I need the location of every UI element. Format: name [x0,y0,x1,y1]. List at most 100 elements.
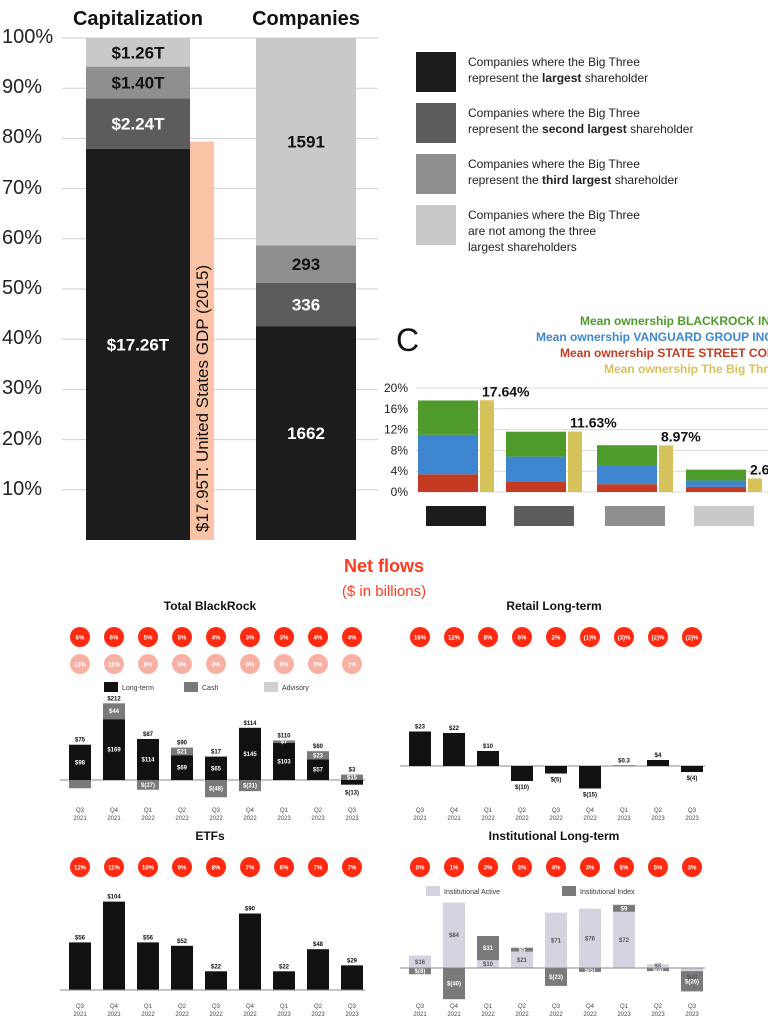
growth-bubble-label: (2)% [686,636,699,642]
panel-c-stack-segment [506,481,566,492]
year-tick-label: 2021 [73,816,87,822]
growth-bubble [342,627,362,647]
panel-c-category-swatch [426,506,486,526]
year-tick-label: 2022 [175,1012,189,1018]
growth-bubble-label: 8% [144,663,153,669]
year-tick-label: 2022 [515,1012,529,1018]
growth-bubble-label: 3% [212,663,221,669]
growth-bubble [682,627,702,647]
growth-bubble-label: 5% [178,663,187,669]
year-tick-label: 2023 [617,816,631,822]
panel-c-letter: C [396,322,420,358]
growth-bubble-label: 0% [314,663,323,669]
quarter-tick-label: Q4 [246,808,255,814]
year-tick-label: 2023 [277,1012,291,1018]
growth-bubble [546,627,566,647]
bar-legend-label: Institutional Active [444,889,500,896]
etf-bar [137,942,159,990]
total-value-label: $75 [75,738,86,744]
growth-bubble-label: 4% [348,636,357,642]
retail-bar [545,766,567,774]
year-tick-label: 2023 [345,816,359,822]
etf-value-label: $48 [313,942,324,948]
quarter-tick-label: Q2 [518,808,527,814]
quarter-tick-label: Q1 [280,1004,289,1010]
y-tick-label: 60% [2,226,43,249]
total-value-label: $80 [313,744,324,750]
quarter-tick-label: Q1 [484,1004,493,1010]
etf-bar [69,942,91,990]
year-tick-label: 2022 [549,816,563,822]
institutional-index-bar [443,968,465,1000]
stack-segment [86,98,190,149]
growth-bubble [104,654,124,674]
quarter-tick-label: Q4 [110,808,119,814]
growth-bubble-label: 3% [246,636,255,642]
etf-value-label: $29 [347,958,358,964]
year-tick-label: 2023 [311,1012,325,1018]
y-tick-label: 90% [2,76,43,99]
stack-value-label: $1.40T [112,73,166,92]
growth-bubble [580,857,600,877]
growth-bubble-label: 7% [314,866,323,872]
total-value-label: $3 [349,768,356,774]
etf-bar [239,913,261,990]
bar-legend-label: Cash [202,685,218,692]
growth-bubble-label: 0% [246,663,255,669]
institutional-active-label: $71 [551,938,562,944]
growth-bubble [614,627,634,647]
institutional-index-label: $(4) [653,968,664,974]
growth-bubble [512,857,532,877]
year-tick-label: 2022 [515,816,529,822]
growth-bubble [512,627,532,647]
y-tick-label: 40% [2,327,43,350]
quarter-tick-label: Q3 [212,808,221,814]
total-blackrock-chart: 6% 6% 5% 5% 4% 3% 3% 4% 4% 13% 11% 8% 5% 3% 0% 0% 0% 1% Lo… [60,627,365,822]
retail-value-label: $4 [655,753,662,759]
growth-bubble-label: 4% [552,866,561,872]
panel-c-bigthree-label: 2.6 [750,461,768,477]
institutional-index-label: $9 [621,906,628,912]
institutional-index-bar [511,947,533,952]
cash-value-label: $21 [177,749,188,755]
long-term-value-label: $65 [211,766,222,772]
institutional-index-bar [545,968,567,986]
long-term-value-label: $103 [277,759,291,765]
growth-bubble-label: 6% [110,636,119,642]
institutional-active-bar [511,951,533,968]
header-capitalization: Capitalization [72,8,203,30]
cash-value-label: $(27) [141,783,155,789]
quarter-tick-label: Q3 [76,1004,85,1010]
institutional-active-bar [579,908,601,968]
bar-legend-swatch [264,682,278,692]
growth-bubble [410,857,430,877]
bar-legend-swatch [104,682,118,692]
growth-bubble-label: 10% [142,866,155,872]
year-tick-label: 2023 [651,816,665,822]
year-tick-label: 2021 [447,816,461,822]
quarter-tick-label: Q3 [348,1004,357,1010]
cash-value-label: $(31) [243,784,257,790]
quarter-tick-label: Q3 [416,808,425,814]
growth-bubble-label: 0% [280,663,289,669]
quarter-tick-label: Q3 [688,808,697,814]
panel-c-bigthree-bar [659,445,673,492]
growth-bubble [580,627,600,647]
year-tick-label: 2023 [345,1012,359,1018]
institutional-active-label: $21 [517,958,528,964]
panel-c-bigthree-bar [568,431,582,492]
panel-c-legend-item: Mean ownership BLACKROCK INC [580,314,768,328]
total-value-label: $114 [243,721,257,727]
etfs-title: ETFs [195,829,225,843]
etf-bar [307,949,329,990]
cash-bar [171,747,193,756]
growth-bubble [308,857,328,877]
panel-c-category-swatch [694,506,754,526]
institutional-index-label: $31 [483,946,494,952]
bar-legend-label: Advisory [282,685,309,692]
quarter-tick-label: Q4 [586,1004,595,1010]
year-tick-label: 2022 [209,816,223,822]
etf-value-label: $90 [245,907,256,913]
growth-bubble-label: 7% [246,866,255,872]
retail-value-label: $22 [449,726,460,732]
